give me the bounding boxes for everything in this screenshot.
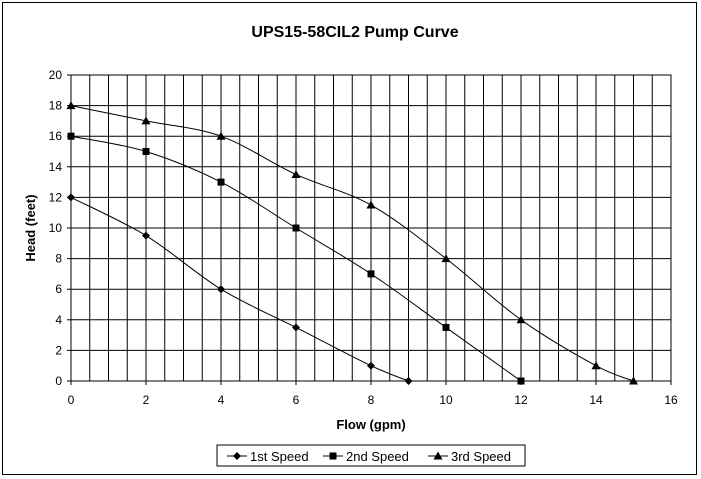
series-1st-speed	[67, 193, 413, 385]
x-tick-label: 14	[589, 393, 603, 407]
y-tick-label: 14	[49, 160, 63, 174]
data-point-3rd-speed	[591, 361, 601, 370]
data-point-1st-speed	[142, 231, 150, 240]
legend-marker-triangle	[433, 451, 443, 460]
legend-item-2nd-speed: 2nd Speed	[323, 449, 409, 464]
data-point-3rd-speed	[66, 101, 76, 110]
data-point-2nd-speed	[517, 377, 525, 385]
data-point-3rd-speed	[216, 131, 226, 140]
data-point-1st-speed	[404, 377, 413, 385]
data-point-3rd-speed	[516, 315, 526, 324]
x-tick-label: 0	[68, 393, 75, 407]
y-tick-label: 4	[55, 313, 62, 327]
data-point-1st-speed	[217, 285, 225, 294]
legend-label: 2nd Speed	[346, 449, 409, 464]
x-tick-label: 16	[664, 393, 678, 407]
data-point-2nd-speed	[217, 178, 225, 186]
y-tick-label: 6	[55, 282, 62, 296]
data-point-2nd-speed	[67, 132, 75, 140]
y-axis-label: Head (feet)	[23, 194, 38, 261]
data-point-1st-speed	[292, 323, 300, 332]
data-point-3rd-speed	[366, 200, 376, 209]
data-point-2nd-speed	[367, 270, 375, 278]
y-tick-label: 12	[49, 190, 63, 204]
series-2nd-speed	[67, 132, 525, 385]
legend-box	[216, 444, 526, 467]
data-point-3rd-speed	[291, 169, 301, 178]
data-point-1st-speed	[67, 193, 75, 202]
y-tick-label: 8	[55, 252, 62, 266]
x-axis-label: Flow (gpm)	[336, 417, 405, 432]
data-point-3rd-speed	[629, 376, 638, 385]
x-tick-label: 2	[143, 393, 150, 407]
legend-marker-diamond	[233, 452, 241, 460]
chart-title: UPS15-58CIL2 Pump Curve	[251, 24, 458, 41]
data-point-2nd-speed	[442, 323, 450, 331]
x-tick-label: 10	[439, 393, 453, 407]
data-point-3rd-speed	[141, 116, 151, 125]
series-3rd-speed	[66, 101, 638, 385]
plot-grid	[71, 75, 671, 381]
chart-frame	[2, 2, 697, 475]
x-axis-ticks: 0 2 4 6 8 10 12 14 16	[68, 381, 678, 407]
y-tick-label: 10	[49, 221, 63, 235]
legend-item-1st-speed: 1st Speed	[227, 449, 309, 464]
legend-label: 3rd Speed	[451, 449, 511, 464]
y-tick-label: 2	[55, 343, 62, 357]
x-tick-label: 12	[514, 393, 528, 407]
y-tick-label: 20	[49, 68, 63, 82]
series-layer	[66, 101, 638, 385]
data-point-3rd-speed	[441, 254, 451, 263]
y-tick-label: 18	[49, 99, 63, 113]
legend: 1st Speed 2nd Speed 3rd Speed	[216, 444, 526, 467]
data-point-2nd-speed	[142, 148, 150, 155]
y-tick-label: 0	[55, 374, 62, 388]
data-point-2nd-speed	[292, 224, 300, 232]
y-tick-label: 16	[49, 129, 63, 143]
x-tick-label: 8	[368, 393, 375, 407]
legend-marker-square	[329, 452, 337, 460]
y-axis-ticks: 0 2 4 6 8 10 12 14 16 18 20	[49, 68, 71, 388]
legend-label: 1st Speed	[250, 449, 309, 464]
x-tick-label: 6	[293, 393, 300, 407]
legend-item-3rd-speed: 3rd Speed	[428, 449, 511, 464]
data-point-1st-speed	[367, 361, 375, 370]
x-tick-label: 4	[218, 393, 225, 407]
